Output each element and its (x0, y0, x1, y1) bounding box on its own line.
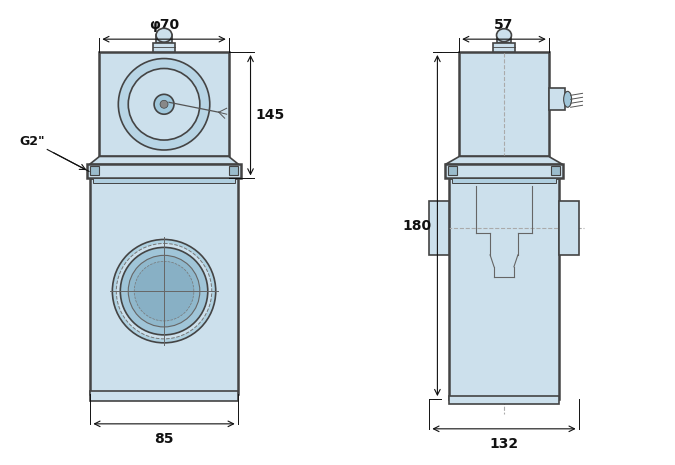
Text: φ70: φ70 (149, 18, 179, 32)
Circle shape (118, 59, 210, 150)
Bar (450, 178, 559, 399)
Circle shape (160, 100, 168, 108)
Bar (429, 201, 450, 255)
Text: 57: 57 (494, 18, 514, 32)
Bar (446, 165, 563, 178)
Bar (90, 166, 99, 175)
Bar (93, 178, 235, 183)
Bar (90, 391, 238, 401)
Text: 180: 180 (402, 219, 431, 232)
Text: 145: 145 (256, 108, 285, 122)
Bar (450, 396, 559, 404)
Circle shape (134, 261, 194, 321)
Bar (549, 88, 564, 110)
Bar (452, 178, 556, 183)
Bar (229, 166, 238, 175)
Text: 85: 85 (155, 432, 173, 446)
Bar (497, 35, 511, 43)
Bar (99, 52, 229, 156)
Bar (87, 165, 241, 178)
Circle shape (120, 247, 208, 335)
Circle shape (154, 94, 174, 114)
Ellipse shape (156, 28, 172, 42)
Bar (559, 201, 578, 255)
Polygon shape (446, 156, 563, 165)
Polygon shape (90, 156, 238, 165)
Circle shape (116, 244, 212, 339)
Bar (90, 178, 238, 394)
Circle shape (112, 239, 216, 343)
Bar (156, 35, 172, 43)
Bar (551, 166, 560, 175)
Ellipse shape (564, 91, 572, 107)
Circle shape (128, 255, 200, 327)
Bar (459, 52, 549, 156)
Bar (448, 166, 457, 175)
Bar (493, 43, 515, 52)
Circle shape (128, 68, 200, 140)
Bar (153, 43, 175, 52)
Ellipse shape (497, 29, 512, 42)
Text: G2": G2" (20, 134, 45, 147)
Text: 132: 132 (489, 437, 518, 451)
